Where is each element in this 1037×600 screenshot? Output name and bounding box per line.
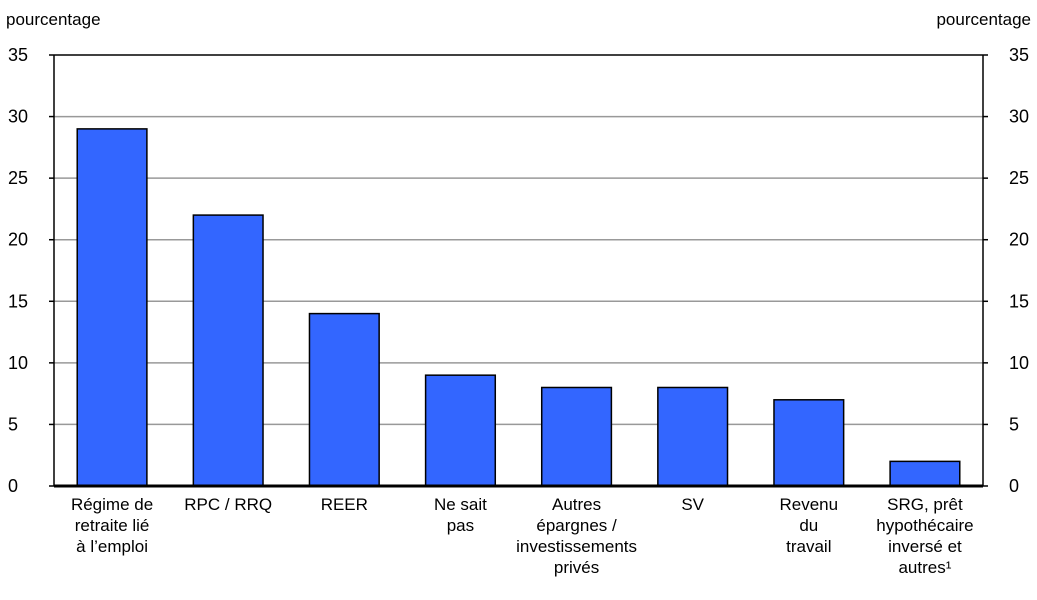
plot-frame [49, 54, 988, 488]
category-label: Ne sait pas [434, 495, 487, 535]
y-tick-label-right: 0 [1009, 476, 1019, 496]
category-label: REER [321, 495, 368, 514]
y-tick-label-left: 35 [8, 45, 28, 65]
y-tick-label-right: 35 [1009, 45, 1029, 65]
category-label: Revenu du travail [780, 495, 839, 556]
bar [773, 399, 845, 487]
category-labels: Régime de retraite lié à l’emploi RPC / RRQ… [71, 495, 974, 577]
bar [76, 128, 148, 487]
y-tick-label-left: 25 [8, 168, 28, 188]
y-tick-label-right: 25 [1009, 168, 1029, 188]
bar [308, 312, 380, 487]
bar [540, 386, 613, 487]
bar [889, 460, 961, 487]
tick-labels: 0 0 5 5 10 10 15 15 20 20 25 25 30 30 35 35 [8, 45, 1029, 496]
y-tick-label-right: 15 [1009, 291, 1029, 311]
y-axis-label-right: pourcentage [936, 10, 1031, 29]
bars [76, 128, 961, 487]
y-tick-label-right: 20 [1009, 230, 1029, 250]
category-label: Régime de retraite lié à l’emploi [71, 495, 153, 556]
y-tick-label-left: 0 [8, 476, 18, 496]
y-tick-label-right: 10 [1009, 353, 1029, 373]
y-tick-label-right: 5 [1009, 414, 1019, 434]
bar [424, 374, 497, 487]
y-tick-label-left: 10 [8, 353, 28, 373]
category-label: SRG, prêt hypothécaire inversé et autres¹ [876, 495, 973, 577]
category-label: Autres épargnes / investissements privés [516, 495, 637, 577]
y-tick-label-left: 15 [8, 291, 28, 311]
bar [192, 214, 264, 487]
category-label: RPC / RRQ [184, 495, 272, 514]
y-axis-label-left: pourcentage [6, 10, 101, 29]
y-tick-label-right: 30 [1009, 107, 1029, 127]
y-tick-label-left: 20 [8, 230, 28, 250]
category-label: SV [681, 495, 704, 514]
bar [657, 386, 729, 487]
y-tick-label-left: 5 [8, 414, 18, 434]
y-tick-label-left: 30 [8, 107, 28, 127]
